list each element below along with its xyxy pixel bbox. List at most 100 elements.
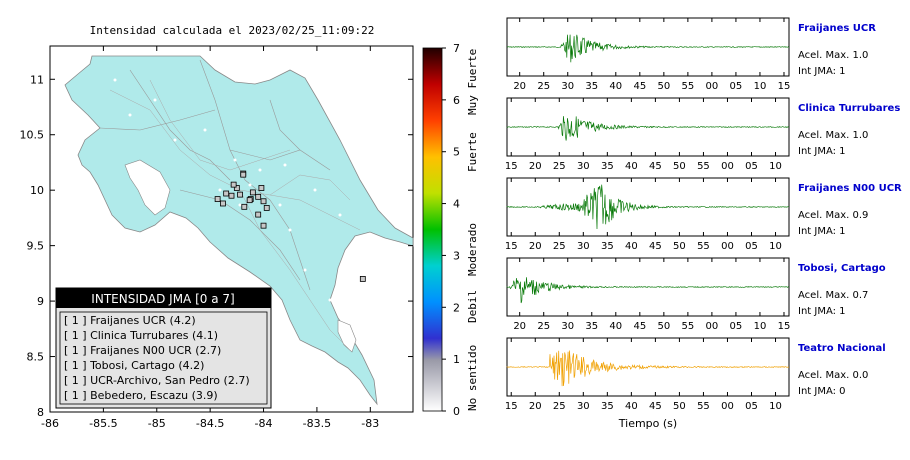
x-tick-label: -84.5 xyxy=(196,417,224,430)
trace-waveform xyxy=(507,34,790,63)
trace-station-name: Tobosi, Cartago xyxy=(798,263,886,274)
station-marker xyxy=(260,198,267,205)
trace-tick-label: 50 xyxy=(673,161,686,172)
legend-header xyxy=(56,288,271,308)
trace-tick-label: 45 xyxy=(633,81,646,92)
y-tick-label: 11 xyxy=(30,73,44,86)
trace-panel: 15 20 25 30 35 40 45 50 55 00 05 10 Teatro Nacional A… xyxy=(505,337,886,412)
trace-tick-label: 25 xyxy=(537,81,550,92)
colorbar-tick-label: 6 xyxy=(453,94,460,107)
x-axis-label: Tiempo (s) xyxy=(618,417,677,430)
trace-station-name: Clinica Turrubares xyxy=(798,103,900,114)
roads xyxy=(109,79,361,351)
trace-tick-label: 00 xyxy=(721,241,734,252)
y-tick-label: 9 xyxy=(37,295,44,308)
trace-tick-label: 10 xyxy=(754,321,767,332)
y-tick-label: 10.5 xyxy=(20,129,45,142)
colorbar-label-fuerte: Fuerte xyxy=(466,132,479,172)
trace-tick-label: 20 xyxy=(513,321,526,332)
trace-int-jma: Int JMA: 0 xyxy=(798,386,846,397)
y-tick-label: 10 xyxy=(30,184,44,197)
colorbar-tick-label: 0 xyxy=(453,405,460,418)
station-marker xyxy=(228,192,235,199)
trace-tick-label: 40 xyxy=(625,401,638,412)
trace-tick-label: 25 xyxy=(553,401,566,412)
station-markers xyxy=(214,170,366,282)
trace-tick-label: 15 xyxy=(778,81,791,92)
map-y-axis: 11 10.5 10 9.5 9 8.5 8 xyxy=(20,73,413,419)
x-tick-label: -83.5 xyxy=(303,417,331,430)
station-marker xyxy=(220,200,226,207)
trace-tick-label: 05 xyxy=(730,321,743,332)
trace-tick-label: 05 xyxy=(745,401,758,412)
trace-tick-label: 20 xyxy=(529,401,542,412)
seismogram-panels: 20 25 30 35 40 45 50 55 00 05 10 15 Fraijanes UCR Ace… xyxy=(505,17,902,412)
x-tick-label: -85.5 xyxy=(89,417,117,430)
province-borders xyxy=(99,59,331,291)
trace-acel-max: Acel. Max. 0.0 xyxy=(798,370,868,381)
trace-tick-label: 45 xyxy=(649,241,662,252)
trace-tick-label: 45 xyxy=(633,321,646,332)
station-marker xyxy=(230,181,237,188)
legend-inner xyxy=(59,311,268,405)
costa-rica-landmass xyxy=(64,55,414,406)
trace-station-name: Fraijanes UCR xyxy=(798,23,876,34)
trace-tick-label: 10 xyxy=(754,81,767,92)
station-marker xyxy=(255,211,262,218)
trace-acel-max: Acel. Max. 0.7 xyxy=(798,290,868,301)
station-marker xyxy=(241,203,248,210)
colorbar-label-moderado: Moderado xyxy=(466,223,479,276)
station-marker xyxy=(237,191,243,198)
colorbar-tick-label: 5 xyxy=(453,146,460,159)
trace-tick-label: 35 xyxy=(601,161,614,172)
trace-tick-label: 30 xyxy=(577,241,590,252)
trace-tick-label: 40 xyxy=(609,321,622,332)
map-title: Intensidad calculada el 2023/02/25_11:09… xyxy=(90,24,375,37)
legend-item: [ 1 ] Tobosi, Cartago (4.2) xyxy=(64,359,204,372)
legend-item: [ 1 ] Fraijanes UCR (4.2) xyxy=(64,314,196,327)
trace-tick-label: 00 xyxy=(721,161,734,172)
trace-tick-label: 40 xyxy=(609,81,622,92)
trace-acel-max: Acel. Max. 1.0 xyxy=(798,50,868,61)
trace-tick-label: 05 xyxy=(745,241,758,252)
colorbar-tick-label: 3 xyxy=(453,249,460,262)
trace-tick-label: 10 xyxy=(769,161,782,172)
trace-waveform xyxy=(506,277,790,304)
station-marker xyxy=(260,222,267,229)
trace-panel: 20 25 30 35 40 45 50 55 00 05 10 15 Fraijanes UCR Ace… xyxy=(506,17,876,92)
x-tick-label: -84 xyxy=(255,417,273,430)
trace-tick-label: 55 xyxy=(682,81,695,92)
x-tick-label: -85 xyxy=(148,417,166,430)
x-tick-label: -83 xyxy=(361,417,379,430)
towns xyxy=(113,78,352,332)
gulf-nicoya xyxy=(124,159,171,216)
colorbar-label-no-sentido: No sentido xyxy=(466,345,479,411)
trace-tick-label: 35 xyxy=(585,321,598,332)
station-marker xyxy=(359,276,366,282)
colorbar xyxy=(422,47,443,412)
trace-tick-label: 40 xyxy=(625,241,638,252)
trace-tick-label: 40 xyxy=(625,161,638,172)
trace-tick-label: 10 xyxy=(769,241,782,252)
trace-tick-label: 30 xyxy=(577,401,590,412)
trace-tick-label: 50 xyxy=(657,321,670,332)
trace-panel: 15 20 25 30 35 40 45 50 55 00 05 10 Clinica Turrubar… xyxy=(505,97,900,172)
trace-acel-max: Acel. Max. 1.0 xyxy=(798,130,868,141)
colorbar-tick-label: 1 xyxy=(453,353,460,366)
y-tick-label: 8.5 xyxy=(27,351,45,364)
trace-int-jma: Int JMA: 1 xyxy=(798,146,846,157)
trace-tick-label: 15 xyxy=(505,241,518,252)
legend-item: [ 1 ] Fraijanes N00 UCR (2.7) xyxy=(64,344,221,357)
trace-tick-label: 30 xyxy=(561,321,574,332)
trace-station-name: Teatro Nacional xyxy=(798,343,886,354)
trace-tick-label: 10 xyxy=(769,401,782,412)
station-marker xyxy=(233,185,240,191)
colorbar-label-muy-fuerte: Muy Fuerte xyxy=(466,49,479,115)
trace-tick-label: 05 xyxy=(745,161,758,172)
trace-int-jma: Int JMA: 1 xyxy=(798,306,846,317)
trace-tick-label: 20 xyxy=(529,161,542,172)
trace-tick-label: 00 xyxy=(706,321,719,332)
station-marker-clinica-turrubares xyxy=(214,196,221,202)
trace-tick-label: 25 xyxy=(553,241,566,252)
